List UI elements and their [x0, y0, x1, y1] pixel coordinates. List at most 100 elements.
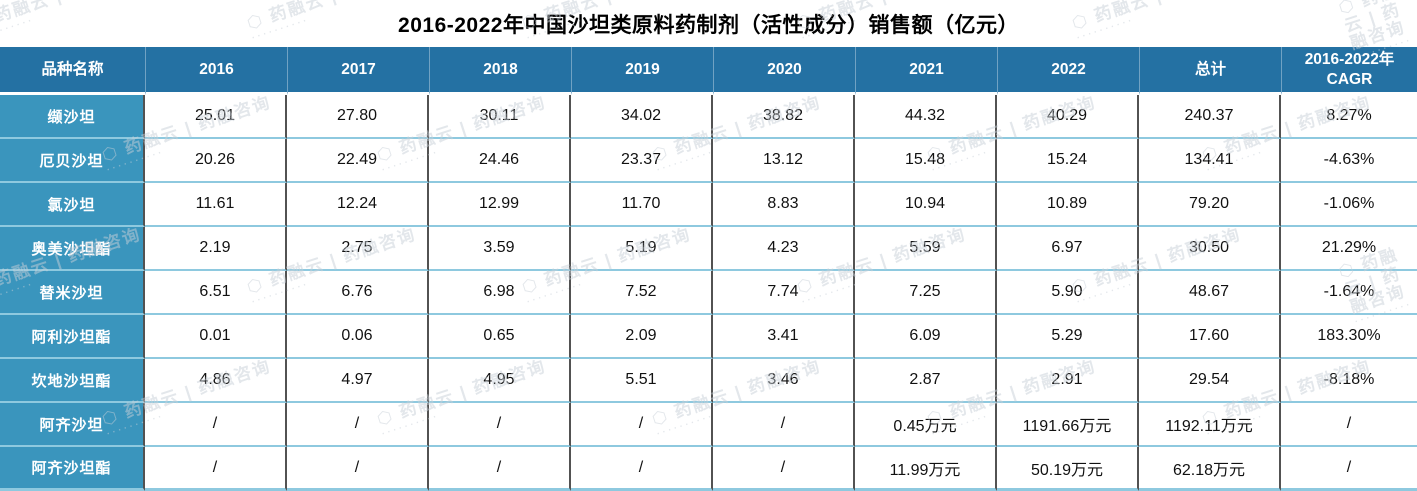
- value-cell: 25.01: [145, 95, 287, 139]
- value-cell: 17.60: [1139, 315, 1281, 359]
- value-cell: 48.67: [1139, 271, 1281, 315]
- sales-table: 品种名称 2016 2017 2018 2019 2020 2021 2022 总计 2016-2…: [0, 47, 1417, 491]
- value-cell: 5.51: [571, 359, 713, 403]
- value-cell: 34.02: [571, 95, 713, 139]
- value-cell: 3.59: [429, 227, 571, 271]
- value-cell: 4.95: [429, 359, 571, 403]
- table-row: 阿齐沙坦 / / / //0.45万元 1191.66万元 1192.11万元 /: [0, 403, 1417, 447]
- value-cell: 8.83: [713, 183, 855, 227]
- value-cell: 1191.66万元: [997, 403, 1139, 447]
- value-cell: 4.23: [713, 227, 855, 271]
- product-name-cell: 阿齐沙坦: [0, 403, 145, 447]
- value-cell: 5.90: [997, 271, 1139, 315]
- table-row: 坎地沙坦酯 4.86 4.97 4.95 5.51 3.46 2.87 2.91 29.54 -8…: [0, 359, 1417, 403]
- value-cell: 12.24: [287, 183, 429, 227]
- table-row: 替米沙坦 6.51 6.76 6.98 7.52 7.74 7.25 5.90 48.67 -1.…: [0, 271, 1417, 315]
- value-cell: 30.11: [429, 95, 571, 139]
- table-row: 阿齐沙坦酯 / / / //11.99万元 50.19万元 62.18万元 /: [0, 447, 1417, 491]
- value-cell: 134.41: [1139, 139, 1281, 183]
- product-name-cell: 替米沙坦: [0, 271, 145, 315]
- product-name-cell: 氯沙坦: [0, 183, 145, 227]
- value-cell: 4.97: [287, 359, 429, 403]
- value-cell: 5.59: [855, 227, 997, 271]
- value-cell: /: [571, 447, 713, 491]
- table-row: 厄贝沙坦 20.26 22.49 24.46 23.37 13.12 15.48 15.24 1…: [0, 139, 1417, 183]
- value-cell: 30.50: [1139, 227, 1281, 271]
- value-cell: 23.37: [571, 139, 713, 183]
- value-cell: 3.41: [713, 315, 855, 359]
- value-cell: 24.46: [429, 139, 571, 183]
- table-header-row: 品种名称 2016 2017 2018 2019 2020 2021 2022 总计 2016-2…: [0, 47, 1417, 95]
- table-row: 阿利沙坦酯 0.01 0.06 0.65 2.09 3.41 6.09 5.29 17.60 18…: [0, 315, 1417, 359]
- value-cell: 27.80: [287, 95, 429, 139]
- value-cell: 2.75: [287, 227, 429, 271]
- table-row: 奥美沙坦酯 2.19 2.75 3.59 5.19 4.23 5.59 6.97 30.50 21…: [0, 227, 1417, 271]
- value-cell: 7.25: [855, 271, 997, 315]
- value-cell: -8.18%: [1281, 359, 1417, 403]
- value-cell: -1.64%: [1281, 271, 1417, 315]
- value-cell: 6.97: [997, 227, 1139, 271]
- value-cell: 8.27%: [1281, 95, 1417, 139]
- value-cell: 2.09: [571, 315, 713, 359]
- value-cell: /: [713, 403, 855, 447]
- value-cell: 12.99: [429, 183, 571, 227]
- value-cell: /: [1281, 403, 1417, 447]
- value-cell: 0.01: [145, 315, 287, 359]
- value-cell: -1.06%: [1281, 183, 1417, 227]
- product-name-cell: 坎地沙坦酯: [0, 359, 145, 403]
- value-cell: /: [287, 447, 429, 491]
- value-cell: 7.52: [571, 271, 713, 315]
- value-cell: 4.86: [145, 359, 287, 403]
- product-name-cell: 奥美沙坦酯: [0, 227, 145, 271]
- header-cell-2016-2022-CAGR: 2016-2022年 CAGR: [1281, 47, 1417, 95]
- value-cell: 2.87: [855, 359, 997, 403]
- product-name-cell: 厄贝沙坦: [0, 139, 145, 183]
- table-row: 氯沙坦 11.61 12.24 12.99 11.70 8.83 10.94 10.89 79.…: [0, 183, 1417, 227]
- value-cell: 11.70: [571, 183, 713, 227]
- value-cell: 13.12: [713, 139, 855, 183]
- value-cell: 7.74: [713, 271, 855, 315]
- product-name-cell: 缬沙坦: [0, 95, 145, 139]
- value-cell: 6.98: [429, 271, 571, 315]
- value-cell: 5.19: [571, 227, 713, 271]
- value-cell: 62.18万元: [1139, 447, 1281, 491]
- value-cell: 11.61: [145, 183, 287, 227]
- value-cell: 2.91: [997, 359, 1139, 403]
- value-cell: 6.76: [287, 271, 429, 315]
- header-cell-2019: 2019: [571, 47, 713, 95]
- header-cell-2022: 2022: [997, 47, 1139, 95]
- value-cell: 40.29: [997, 95, 1139, 139]
- value-cell: /: [713, 447, 855, 491]
- value-cell: /: [145, 447, 287, 491]
- header-cell--: 总计: [1139, 47, 1281, 95]
- header-cell-name: 品种名称: [0, 47, 145, 95]
- value-cell: 5.29: [997, 315, 1139, 359]
- value-cell: 3.46: [713, 359, 855, 403]
- value-cell: 6.09: [855, 315, 997, 359]
- value-cell: 183.30%: [1281, 315, 1417, 359]
- value-cell: 10.89: [997, 183, 1139, 227]
- table-row: 缬沙坦 25.01 27.80 30.11 34.02 38.82 44.32 40.29 24…: [0, 95, 1417, 139]
- value-cell: 11.99万元: [855, 447, 997, 491]
- header-cell-2017: 2017: [287, 47, 429, 95]
- value-cell: 240.37: [1139, 95, 1281, 139]
- value-cell: -4.63%: [1281, 139, 1417, 183]
- value-cell: 79.20: [1139, 183, 1281, 227]
- value-cell: /: [1281, 447, 1417, 491]
- header-cell-2020: 2020: [713, 47, 855, 95]
- header-cell-2021: 2021: [855, 47, 997, 95]
- value-cell: 1192.11万元: [1139, 403, 1281, 447]
- value-cell: 29.54: [1139, 359, 1281, 403]
- product-name-cell: 阿齐沙坦酯: [0, 447, 145, 491]
- value-cell: 21.29%: [1281, 227, 1417, 271]
- value-cell: /: [571, 403, 713, 447]
- value-cell: 15.48: [855, 139, 997, 183]
- value-cell: 44.32: [855, 95, 997, 139]
- value-cell: /: [287, 403, 429, 447]
- value-cell: 2.19: [145, 227, 287, 271]
- value-cell: /: [145, 403, 287, 447]
- value-cell: 22.49: [287, 139, 429, 183]
- value-cell: 6.51: [145, 271, 287, 315]
- value-cell: 15.24: [997, 139, 1139, 183]
- product-name-cell: 阿利沙坦酯: [0, 315, 145, 359]
